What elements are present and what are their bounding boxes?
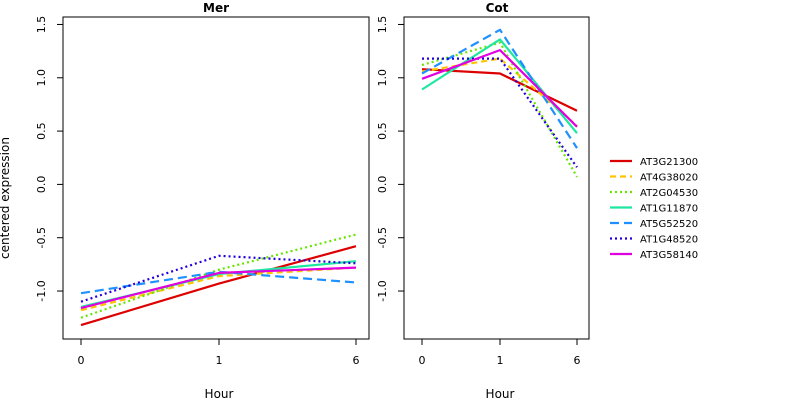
cot-x-tick-label: 1 — [497, 354, 504, 367]
y-axis-label: centered expression — [0, 137, 12, 259]
cot-y-tick-label: 0.0 — [376, 176, 389, 194]
cot-y-tick-label: 1.5 — [376, 16, 389, 34]
panel-mer-series — [80, 233, 357, 327]
panel-mer-title: Mer — [203, 1, 229, 15]
panel-mer-ticks: 0 1 6 -1.0 -0.5 0.0 0.5 1.0 1.5 — [35, 16, 360, 367]
legend-label-at1g48520: AT1G48520 — [640, 235, 698, 246]
legend-label-at2g04530: AT2G04530 — [640, 188, 698, 199]
mer-x-tick-label: 1 — [216, 354, 223, 367]
mer-y-tick-label: -1.0 — [35, 280, 48, 301]
cot-y-tick-label: -1.0 — [376, 280, 389, 301]
mer-y-tick-label: 0.0 — [35, 176, 48, 194]
legend-label-at1g11870: AT1G11870 — [640, 204, 698, 215]
cot-series-at4g38020 — [421, 57, 578, 127]
panel-mer: Mer Hour 0 1 6 -1.0 -0.5 0.0 0.5 1.0 1.5 — [35, 1, 370, 400]
mer-series-at1g48520 — [80, 254, 357, 303]
cot-series-at5g52520 — [421, 28, 578, 149]
mer-y-tick-label: 1.5 — [35, 16, 48, 34]
cot-y-tick-label: 0.5 — [376, 122, 389, 140]
panel-cot-title: Cot — [486, 1, 509, 15]
legend-label-at3g21300: AT3G21300 — [640, 157, 698, 168]
mer-series-at3g21300 — [80, 245, 357, 327]
panel-mer-x-axis-label: Hour — [205, 387, 234, 400]
cot-y-tick-label: 1.0 — [376, 69, 389, 87]
cot-series-at1g48520 — [422, 57, 578, 168]
legend-label-at4g38020: AT4G38020 — [640, 173, 698, 184]
mer-y-tick-label: 0.5 — [35, 122, 48, 140]
mer-series-at2g04530 — [80, 233, 357, 319]
cot-y-tick-label: -0.5 — [376, 227, 389, 248]
panel-cot-series — [421, 28, 578, 178]
legend-label-at5g52520: AT5G52520 — [640, 219, 698, 230]
legend-label-at3g58140: AT3G58140 — [640, 250, 698, 261]
cot-series-at3g21300 — [421, 68, 578, 112]
cot-series-at3g58140 — [421, 48, 578, 128]
mer-series-at3g58140 — [80, 266, 357, 310]
cot-series-at1g11870 — [421, 38, 578, 134]
panel-cot-x-axis-label: Hour — [486, 387, 515, 400]
legend: AT3G21300 AT4G38020 AT2G04530 AT1G11870 AT5G… — [610, 157, 698, 261]
mer-x-tick-label: 0 — [78, 354, 85, 367]
panel-cot-ticks: 0 1 6 -1.0 -0.5 0.0 0.5 1.0 1.5 — [376, 16, 581, 367]
mer-x-tick-label: 6 — [353, 354, 360, 367]
cot-x-tick-label: 6 — [574, 354, 581, 367]
cot-series-at2g04530 — [421, 41, 578, 178]
mer-series-at5g52520 — [80, 270, 357, 295]
panel-cot: Cot Hour 0 1 6 -1.0 -0.5 0.0 0.5 1.0 1.5 — [376, 1, 590, 400]
mer-y-tick-label: -0.5 — [35, 227, 48, 248]
panel-cot-frame — [403, 16, 590, 340]
cot-x-tick-label: 0 — [419, 354, 426, 367]
mer-y-tick-label: 1.0 — [35, 69, 48, 87]
panel-mer-frame — [62, 16, 370, 340]
